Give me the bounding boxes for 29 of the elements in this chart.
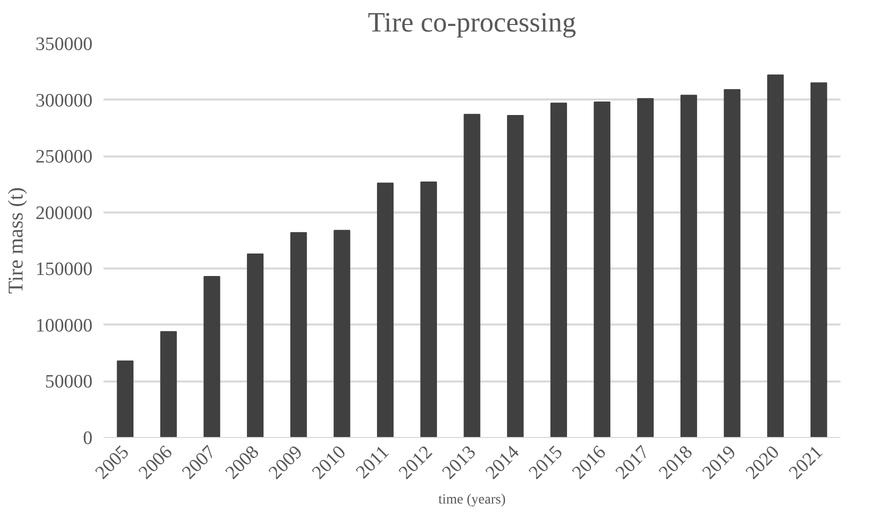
y-tick-label: 250000 [36, 146, 92, 168]
y-tick-label: 50000 [45, 372, 92, 393]
bar [204, 276, 220, 438]
bar [160, 331, 177, 438]
bar [680, 94, 698, 438]
bar [116, 360, 134, 438]
bar [810, 82, 828, 438]
bar [550, 102, 568, 438]
x-axis-title: time (years) [438, 492, 506, 508]
bar [376, 182, 394, 438]
bar [767, 74, 784, 438]
bar [637, 98, 654, 438]
bar [594, 102, 610, 438]
bar [724, 89, 740, 438]
y-tick-label: 0 [83, 428, 92, 449]
y-tick-label: 350000 [36, 34, 92, 55]
y-tick-label: 150000 [36, 259, 92, 280]
bar [420, 181, 437, 438]
chart-title: Tire co-processing [368, 8, 576, 38]
bar [464, 114, 480, 438]
bar [246, 254, 264, 438]
bar [334, 230, 350, 438]
y-tick-label: 300000 [36, 90, 92, 112]
y-tick-label: 100000 [36, 315, 92, 336]
x-tick-label: 2011 [352, 442, 394, 484]
y-axis-title: Tire mass (t) [4, 187, 28, 294]
bar [507, 115, 524, 438]
bar [290, 232, 307, 438]
y-tick-label: 200000 [36, 202, 92, 224]
